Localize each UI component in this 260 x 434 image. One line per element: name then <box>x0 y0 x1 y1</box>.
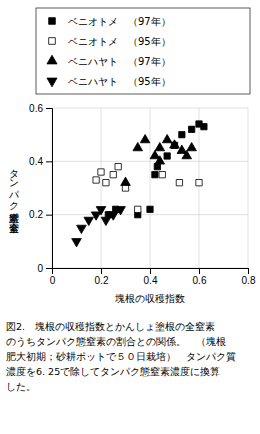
grid-line-x <box>248 108 249 268</box>
x-tick-label: 0.6 <box>193 275 207 286</box>
grid-line-y <box>52 161 248 162</box>
caption-line: 図2. 塊根の収穫指数とかんしょ塗根の全窒素 <box>6 321 215 332</box>
point <box>152 172 158 178</box>
x-tick: 0.4 <box>144 268 158 286</box>
y-tick-mark <box>46 215 52 216</box>
point <box>84 217 94 225</box>
point <box>162 134 172 142</box>
y-tick-label: 0.2 <box>29 209 43 220</box>
grid <box>52 108 248 268</box>
point <box>187 142 197 150</box>
legend-marker <box>47 55 57 64</box>
caption-line: した。 <box>6 381 36 392</box>
x-tick-label: 0 <box>50 275 56 286</box>
y-tick-mark <box>46 268 52 269</box>
x-tick-mark <box>101 268 102 274</box>
axis-line <box>46 109 53 269</box>
point <box>155 156 165 164</box>
y-tick-label: 0.6 <box>29 103 43 114</box>
grid-line-x <box>101 108 102 268</box>
point <box>182 150 192 158</box>
grid-line-x <box>199 108 200 268</box>
legend-label: ベニハヤト （95年） <box>68 76 171 87</box>
point <box>72 239 82 247</box>
point <box>77 225 87 233</box>
y-tick-label: 0 <box>37 263 43 274</box>
point <box>135 206 141 212</box>
point <box>155 142 165 150</box>
point <box>116 207 126 215</box>
y-axis: 0 0.2 0.4 0.6 <box>29 103 52 274</box>
x-tick: 0.6 <box>193 268 207 286</box>
point <box>110 172 116 178</box>
point <box>201 124 207 130</box>
x-tick-label: 0.8 <box>242 275 256 286</box>
x-tick-mark <box>199 268 200 274</box>
legend-marker <box>47 78 57 87</box>
y-tick-mark <box>46 108 52 109</box>
grid-line-x <box>150 108 151 268</box>
y-tick: 0 <box>37 263 52 274</box>
point <box>108 212 118 220</box>
point <box>164 153 170 159</box>
caption-line: 濃度を6. 25で除してタンパク態窒素濃度に換算 <box>6 366 220 377</box>
legend-label: ベニハヤト （97年） <box>68 56 171 67</box>
grid-line-y <box>52 108 248 109</box>
point <box>176 180 182 186</box>
legend-label: ベニオトメ （97年） <box>68 16 171 27</box>
legend-marker <box>49 38 56 45</box>
y-tick: 0.6 <box>29 103 52 114</box>
legend-box <box>36 8 250 94</box>
y-tick-mark <box>46 161 52 162</box>
point <box>188 126 194 132</box>
point <box>133 142 143 150</box>
point <box>98 169 104 175</box>
point <box>91 212 101 220</box>
y-axis-title: タンパク態窒素／全窒素 <box>8 161 20 234</box>
x-axis-title: 塊根の収穫指数 <box>114 293 185 304</box>
x-tick-label: 0.2 <box>95 275 109 286</box>
point <box>170 140 180 148</box>
y-tick: 0.2 <box>29 209 52 220</box>
caption-line: のうちタンパク態窒素の割合との関係。 （塊根 <box>6 336 226 347</box>
point <box>147 206 153 212</box>
points <box>72 121 207 247</box>
point <box>103 180 109 186</box>
point <box>93 177 99 183</box>
x-tick-mark <box>150 268 151 274</box>
point <box>96 207 106 215</box>
y-tick-label: 0.4 <box>29 156 43 167</box>
x-tick: 0.8 <box>242 268 256 286</box>
grid-line-y <box>52 214 248 215</box>
legend-marker <box>49 18 56 25</box>
point <box>101 217 111 225</box>
legend-label: ベニオトメ （95年） <box>68 36 171 47</box>
point <box>196 180 202 186</box>
caption-line: 肥大初期；砂耕ポットで５０日栽培） タンパク質 <box>6 351 236 362</box>
y-tick: 0.4 <box>29 156 52 167</box>
axis-line <box>53 269 249 275</box>
x-tick: 0 <box>50 268 56 286</box>
chart: ベニオトメ （97年） ベニオトメ （95年） ベニハヤト （97年） ベニハヤト （… <box>0 0 260 434</box>
point <box>179 132 185 138</box>
legend: ベニオトメ （97年） ベニオトメ （95年） ベニハヤト （97年） ベニハヤト （… <box>36 8 250 94</box>
x-axis: 0 0.2 0.4 0.6 0.8 <box>50 268 256 286</box>
point <box>177 145 187 153</box>
point <box>115 164 121 170</box>
point <box>150 150 160 158</box>
x-tick: 0.2 <box>95 268 109 286</box>
x-tick-label: 0.4 <box>144 275 158 286</box>
caption: 図2. 塊根の収穫指数とかんしょ塗根の全窒素のうちタンパク態窒素の割合との関係。… <box>6 321 236 392</box>
point <box>140 134 150 142</box>
point <box>159 172 165 178</box>
point <box>121 177 131 185</box>
x-tick-mark <box>248 268 249 274</box>
